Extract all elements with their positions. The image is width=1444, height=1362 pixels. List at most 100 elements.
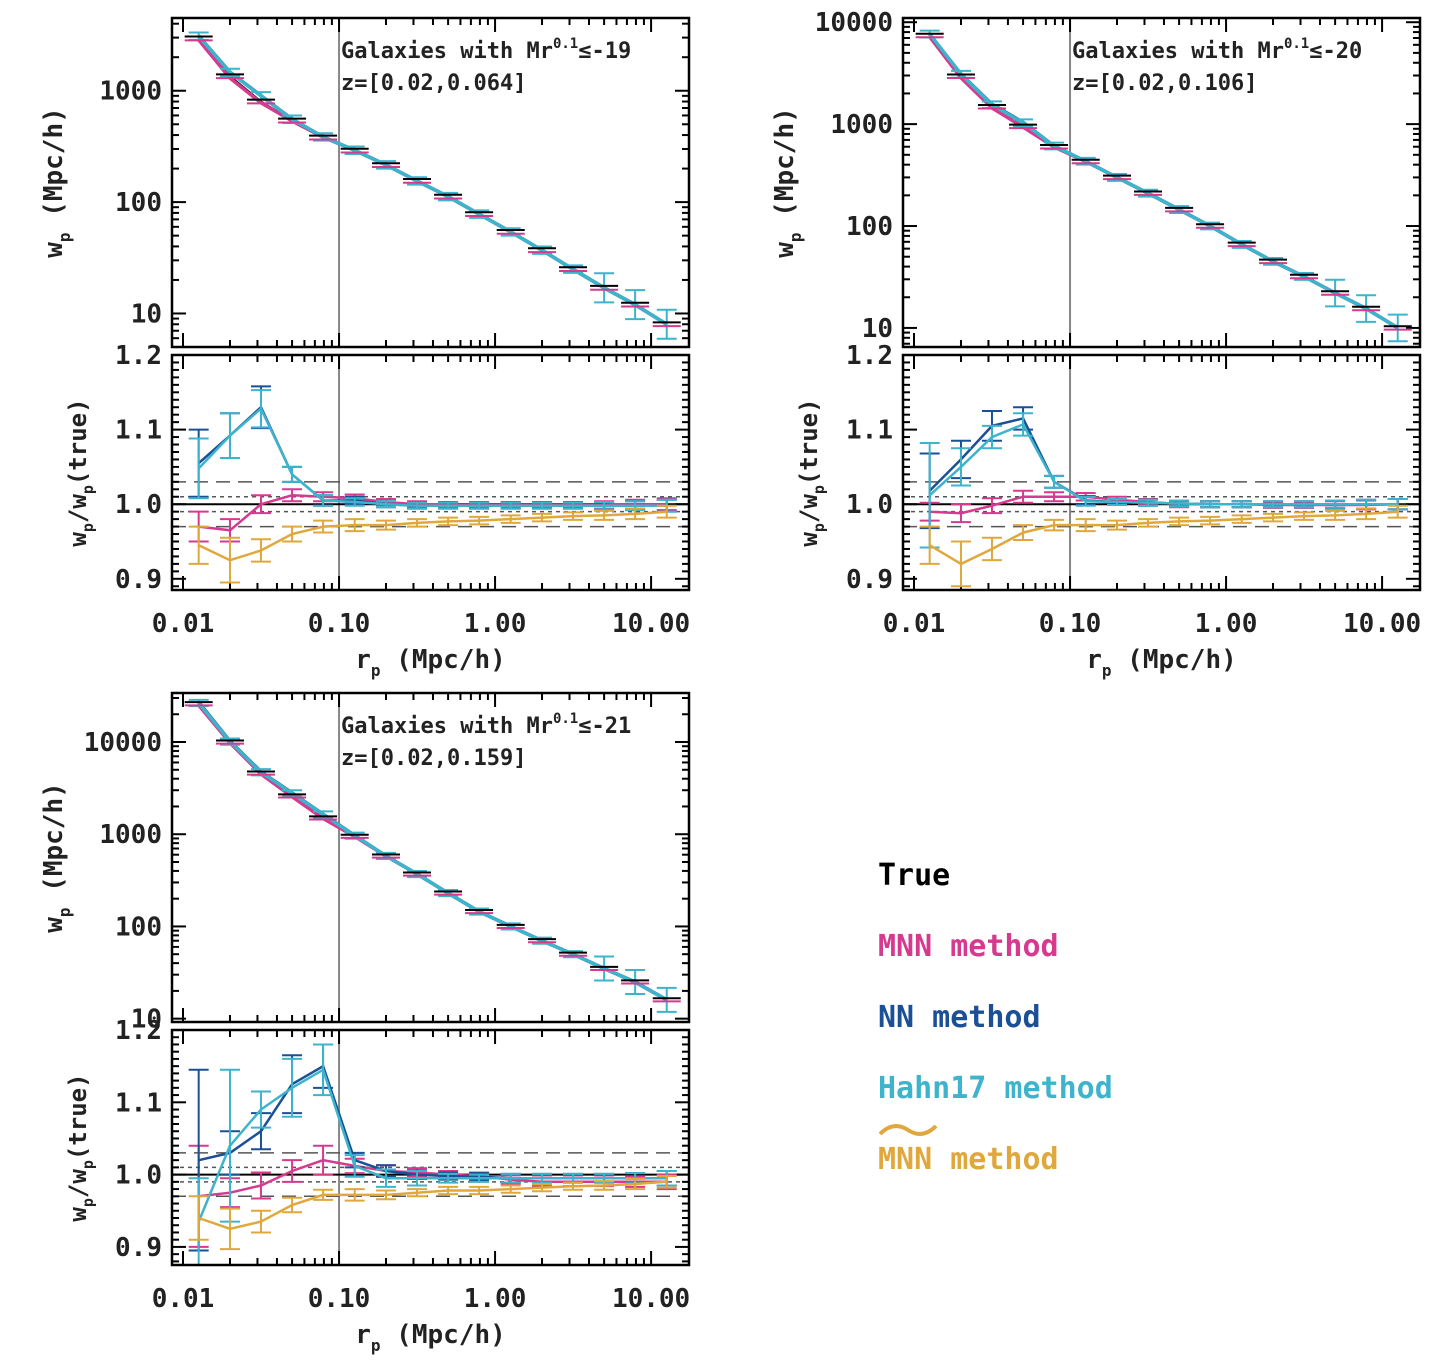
x-tick-label: 0.10 xyxy=(308,609,371,639)
ylabel-unit: (true) xyxy=(64,1073,92,1160)
legend-item-mnn: MNN method xyxy=(878,929,1059,964)
ylabel-unit: (true) xyxy=(64,398,92,485)
annotation-suffix: ≤-21 xyxy=(578,714,631,739)
y-tick-label: 10 xyxy=(131,1005,162,1035)
ratio-line-hahn17 xyxy=(197,1067,667,1223)
y-tick-label: 0.9 xyxy=(115,1233,162,1263)
annotation-sup: 0.1 xyxy=(1284,36,1309,52)
xlabel-main: r xyxy=(355,1320,371,1350)
x-tick-label: 1.00 xyxy=(464,609,527,639)
legend-item-hahn17: Hahn17 method xyxy=(878,1071,1113,1106)
ratio-line-nn xyxy=(198,1064,667,1180)
ylabel-sub: p xyxy=(79,523,97,532)
xlabel-unit: (Mpc/h) xyxy=(381,645,506,675)
ylabel-mid: /w xyxy=(795,494,823,523)
y-tick-label: 1000 xyxy=(99,820,162,850)
series-line-hahn17 xyxy=(928,33,1399,330)
legend-item-nn: NN method xyxy=(878,1000,1041,1035)
y-tick-label: 1.2 xyxy=(115,1016,162,1046)
lower-frame xyxy=(170,353,691,592)
ylabel-unit: (Mpc/h) xyxy=(39,107,69,232)
annotation-prefix: Galaxies with Mr xyxy=(1072,39,1284,64)
upper-ylabel: wp (Mpc/h) xyxy=(770,107,805,258)
ylabel-sub: p xyxy=(55,907,74,917)
xlabel-sub: p xyxy=(371,1336,381,1355)
upper-panel: 10 100 1000 10000 Galaxies with Mr0.1≤-21 z=[… xyxy=(39,691,691,1035)
y-tick-label: 10000 xyxy=(815,8,893,38)
xlabel: rp (Mpc/h) xyxy=(355,1320,506,1355)
series-line-hahn17 xyxy=(197,701,668,1002)
annotation-line1: Galaxies with Mr0.1≤-21 xyxy=(341,711,631,739)
xlabel: rp (Mpc/h) xyxy=(1086,645,1237,680)
x-tick-label: 10.00 xyxy=(612,1284,690,1314)
lower-ylabel: wp/wp(true) xyxy=(64,398,97,546)
annotation-prefix: Galaxies with Mr xyxy=(341,39,553,64)
y-tick-label: 1000 xyxy=(99,77,162,107)
ylabel-main: w xyxy=(64,1207,92,1222)
xlabel: rp (Mpc/h) xyxy=(355,645,506,680)
x-tick-label: 1.00 xyxy=(1195,609,1258,639)
lower-panel: 0.91.01.11.2wp/wp(true) xyxy=(64,341,691,595)
y-tick-label: 0.9 xyxy=(846,565,893,595)
upper-ylabel: wp (Mpc/h) xyxy=(39,782,74,933)
annotation-line1: Galaxies with Mr0.1≤-19 xyxy=(341,36,631,64)
annotation-line2: z=[0.02,0.064] xyxy=(341,71,526,96)
panel-top-left: 10 100 1000 Galaxies with Mr0.1≤-19 z=[0.02,… xyxy=(39,16,691,680)
x-tick-label: 0.10 xyxy=(1039,609,1102,639)
series-line-hahn17 xyxy=(197,35,668,326)
ratio-line-hahn17 xyxy=(928,422,1398,506)
xlabel-unit: (Mpc/h) xyxy=(1112,645,1237,675)
lower-panel: 0.91.01.11.2wp/wp(true) xyxy=(795,341,1422,595)
ylabel-main: w xyxy=(39,242,69,258)
y-tick-label: 10 xyxy=(131,299,162,329)
xlabel-main: r xyxy=(355,645,371,675)
annotation-line2: z=[0.02,0.159] xyxy=(341,746,526,771)
y-tick-label: 1.1 xyxy=(115,416,162,446)
y-tick-label: 1.0 xyxy=(115,1161,162,1191)
ylabel-sub: p xyxy=(786,232,805,242)
y-tick-label: 10 xyxy=(862,314,893,344)
annotation-sup: 0.1 xyxy=(553,36,578,52)
x-tick-label: 1.00 xyxy=(464,1284,527,1314)
y-tick-label: 1.0 xyxy=(115,490,162,520)
y-tick-label: 1.0 xyxy=(846,490,893,520)
legend-rest-text: method xyxy=(932,1142,1059,1177)
ylabel-unit: (true) xyxy=(795,398,823,485)
legend: True MNN method NN method Hahn17 method … xyxy=(878,858,1113,1213)
ylabel-main: w xyxy=(39,917,69,933)
ratio-line-nn xyxy=(197,405,667,507)
x-tick-label: 0.01 xyxy=(152,609,215,639)
ylabel-sub: p xyxy=(79,1198,97,1207)
tilde-mark-icon xyxy=(878,1124,938,1136)
ylabel-sub: p xyxy=(55,232,74,242)
upper-panel: 10 100 1000 10000 Galaxies with Mr0.1≤-20 z=[… xyxy=(770,8,1422,349)
annotation-suffix: ≤-20 xyxy=(1309,39,1362,64)
ratio-line-hahn17 xyxy=(197,406,667,507)
ylabel-mid: /w xyxy=(64,1169,92,1198)
y-tick-label: 100 xyxy=(115,912,162,942)
lower-panel: 0.91.01.11.2wp/wp(true) xyxy=(64,1016,691,1267)
upper-ylabel: wp (Mpc/h) xyxy=(39,107,74,258)
upper-frame xyxy=(170,16,691,349)
y-tick-label: 1000 xyxy=(830,110,893,140)
ylabel-sub: p xyxy=(810,523,828,532)
legend-item-mnn-tilde: MNN method xyxy=(878,1124,1113,1213)
ratio-line-mnn_tilde xyxy=(929,510,1398,566)
lower-frame xyxy=(170,1028,691,1267)
y-tick-label: 1.1 xyxy=(115,1088,162,1118)
annotation-sup: 0.1 xyxy=(553,711,578,727)
ratio-line-mnn_tilde xyxy=(198,1180,667,1231)
y-tick-label: 1.2 xyxy=(115,341,162,371)
y-tick-label: 10000 xyxy=(84,728,162,758)
x-tick-label: 10.00 xyxy=(612,609,690,639)
annotation-prefix: Galaxies with Mr xyxy=(341,714,553,739)
ylabel-main: w xyxy=(64,532,92,547)
ratio-line-mnn xyxy=(198,1158,667,1198)
legend-item-true: True xyxy=(878,858,951,893)
panel-bottom-left: 10 100 1000 10000 Galaxies with Mr0.1≤-21 z=[… xyxy=(39,691,691,1355)
legend-abbr-text: MNN xyxy=(878,1142,933,1177)
legend-tilde-abbr: MNN xyxy=(878,1124,938,1178)
y-tick-label: 1.2 xyxy=(846,341,893,371)
ratio-line-mnn_tilde xyxy=(198,510,667,562)
